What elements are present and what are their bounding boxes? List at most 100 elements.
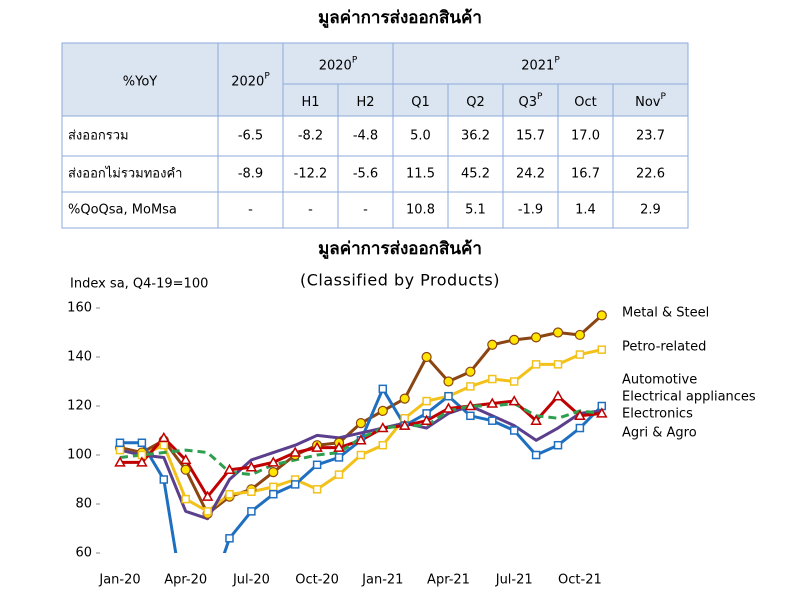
table-cell bbox=[502, 155, 559, 193]
table-value: 16.7 bbox=[571, 167, 600, 182]
point-marker bbox=[575, 423, 585, 433]
table-cell bbox=[557, 115, 614, 157]
series-line bbox=[119, 404, 602, 521]
table-value: 5.0 bbox=[410, 129, 431, 144]
row-label: %QoQsa, MoMsa bbox=[68, 203, 177, 218]
point-marker bbox=[464, 399, 477, 411]
point-marker bbox=[421, 351, 432, 363]
header-sup: P bbox=[352, 55, 358, 65]
point-marker bbox=[398, 419, 411, 430]
legend-label: Agri & Agro bbox=[622, 426, 697, 441]
table-cell bbox=[337, 83, 394, 117]
table-cell bbox=[61, 191, 219, 229]
header-sup: P bbox=[554, 55, 560, 65]
table-cell bbox=[337, 155, 394, 193]
point-marker bbox=[159, 475, 169, 484]
table-value: 15.7 bbox=[516, 129, 545, 144]
point-marker bbox=[509, 334, 520, 345]
table-cell bbox=[612, 83, 689, 117]
table-title: มูลค่าการส่งออกสินค้า bbox=[318, 8, 482, 29]
legend-label: Electronics bbox=[622, 407, 693, 422]
point-marker bbox=[486, 397, 499, 408]
header-text: 2021P bbox=[521, 55, 560, 73]
point-marker bbox=[509, 377, 519, 386]
x-tick-label: Oct-21 bbox=[558, 573, 602, 588]
table-value: -1.9 bbox=[518, 203, 543, 218]
table-cell bbox=[557, 191, 614, 229]
header-text: H2 bbox=[356, 95, 374, 110]
x-tick-label: Jul-21 bbox=[495, 573, 533, 588]
point-marker bbox=[312, 460, 322, 470]
point-marker bbox=[466, 411, 475, 421]
row-label: ส่งออกไม่รวมทองคำ bbox=[68, 166, 182, 182]
y-tick-label: 100 bbox=[67, 448, 92, 463]
table-cell bbox=[217, 115, 284, 157]
table-value: -12.2 bbox=[294, 167, 328, 182]
point-marker bbox=[378, 440, 388, 450]
series-line bbox=[119, 402, 602, 477]
point-marker bbox=[596, 407, 608, 418]
table-cell bbox=[337, 115, 394, 157]
point-marker bbox=[443, 376, 454, 387]
x-tick-label: Oct-20 bbox=[295, 573, 339, 588]
point-marker bbox=[465, 366, 476, 377]
table-value: 22.6 bbox=[636, 167, 665, 182]
table-cell bbox=[282, 42, 394, 85]
point-marker bbox=[530, 332, 542, 343]
point-marker bbox=[508, 395, 520, 406]
table-value: - bbox=[308, 203, 313, 218]
table-value: - bbox=[363, 203, 368, 218]
point-marker bbox=[159, 440, 169, 450]
header-text: Q2 bbox=[466, 95, 485, 110]
point-marker bbox=[312, 485, 322, 494]
point-marker bbox=[180, 464, 191, 475]
y-tick-label: 140 bbox=[67, 350, 92, 365]
axes: 60 80 100 120 140 160 Jan-20 Apr-20 Jul-20 Oct-20… bbox=[67, 301, 602, 588]
point-marker bbox=[355, 434, 367, 445]
y-tick-label: 160 bbox=[67, 301, 92, 316]
point-marker bbox=[574, 409, 586, 421]
header-label: H2 bbox=[356, 95, 374, 110]
point-marker bbox=[530, 414, 542, 425]
table-value: -4.8 bbox=[353, 129, 378, 144]
header-label: 2020 bbox=[319, 58, 352, 73]
header-label: Q2 bbox=[466, 95, 485, 110]
table-cell bbox=[447, 191, 504, 229]
header-text: %YoY bbox=[123, 74, 158, 89]
table-value: 2.9 bbox=[640, 203, 661, 218]
point-marker bbox=[290, 480, 300, 489]
table-cell bbox=[61, 42, 219, 117]
point-marker bbox=[575, 350, 585, 359]
point-marker bbox=[597, 345, 607, 354]
point-marker bbox=[553, 440, 563, 450]
table-cell bbox=[612, 115, 689, 157]
table-cell bbox=[392, 42, 689, 85]
header-text: Q3P bbox=[519, 92, 544, 110]
header-label: 2020 bbox=[231, 74, 264, 89]
point-marker bbox=[115, 445, 125, 455]
point-marker bbox=[552, 327, 564, 338]
point-marker bbox=[488, 374, 497, 384]
series-line bbox=[119, 348, 603, 513]
header-text: Oct bbox=[574, 95, 596, 110]
x-tick-label: Apr-21 bbox=[427, 573, 470, 588]
point-marker bbox=[201, 490, 214, 501]
header-label: Oct bbox=[574, 95, 596, 110]
point-marker bbox=[509, 426, 519, 435]
table-value: 5.1 bbox=[465, 203, 486, 218]
point-marker bbox=[531, 450, 541, 460]
table-value: 24.2 bbox=[516, 167, 545, 182]
legend-label: Electrical appliances bbox=[622, 390, 756, 405]
x-tick-label: Jan-21 bbox=[361, 573, 403, 588]
table-value: 10.8 bbox=[406, 203, 435, 218]
point-marker bbox=[179, 453, 192, 465]
point-marker bbox=[355, 418, 366, 429]
legend-label: Automotive bbox=[622, 373, 697, 388]
table-value: -5.6 bbox=[353, 167, 378, 182]
point-marker bbox=[422, 396, 431, 406]
point-marker bbox=[377, 422, 389, 433]
header-text: H1 bbox=[301, 95, 319, 110]
header-sup: P bbox=[264, 71, 270, 81]
point-marker bbox=[136, 456, 148, 467]
